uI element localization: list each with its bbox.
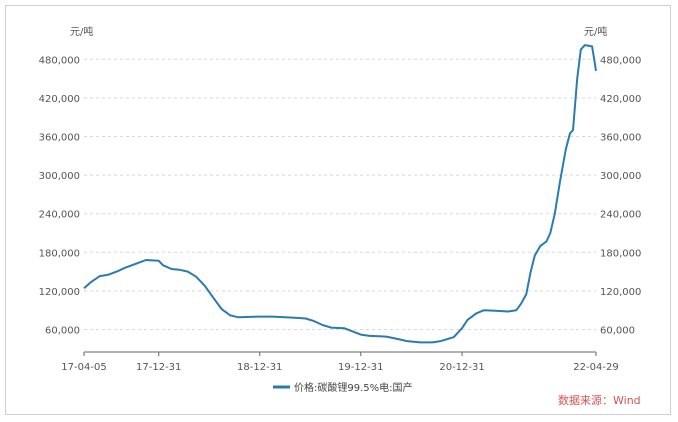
y-tick-label-left: 60,000 bbox=[45, 325, 80, 336]
y-axis-unit-right: 元/吨 bbox=[584, 25, 607, 38]
y-tick-label-right: 300,000 bbox=[600, 171, 641, 182]
y-tick-label-left: 120,000 bbox=[39, 287, 80, 298]
series-line-lithium-carbonate-price bbox=[83, 44, 597, 344]
x-tick-label: 19-12-31 bbox=[338, 362, 383, 373]
y-tick-label-right: 180,000 bbox=[600, 248, 641, 259]
y-tick-label-left: 480,000 bbox=[39, 55, 80, 66]
y-tick-label-right: 480,000 bbox=[600, 55, 641, 66]
x-axis: 17-04-05 17-12-31 18-12-31 19-12-31 20-12-31… bbox=[61, 352, 619, 373]
x-tick-label: 20-12-31 bbox=[439, 362, 484, 373]
x-tick-label: 17-04-05 bbox=[61, 362, 106, 373]
x-tick-label: 18-12-31 bbox=[237, 362, 282, 373]
y-axis-left: 60,000 120,000 180,000 240,000 300,000 360,00… bbox=[39, 55, 80, 336]
source-note: 数据来源：Wind bbox=[558, 393, 641, 407]
y-tick-label-right: 60,000 bbox=[600, 325, 635, 336]
chart-frame bbox=[5, 5, 671, 415]
y-tick-label-left: 300,000 bbox=[39, 171, 80, 182]
y-tick-label-left: 240,000 bbox=[39, 210, 80, 221]
y-tick-label-right: 360,000 bbox=[600, 132, 641, 143]
y-tick-label-left: 360,000 bbox=[39, 132, 80, 143]
y-axis-unit-left: 元/吨 bbox=[70, 25, 93, 38]
y-tick-label-left: 420,000 bbox=[39, 94, 80, 105]
y-tick-label-left: 180,000 bbox=[39, 248, 80, 259]
y-tick-label-right: 420,000 bbox=[600, 94, 641, 105]
y-tick-label-right: 240,000 bbox=[600, 210, 641, 221]
x-tick-label: 22-04-29 bbox=[573, 362, 618, 373]
y-axis-right: 60,000 120,000 180,000 240,000 300,000 360,00… bbox=[600, 55, 641, 336]
x-tick-label: 17-12-31 bbox=[136, 362, 181, 373]
legend-label: 价格:碳酸锂99.5%电:国产 bbox=[294, 381, 413, 394]
y-tick-label-right: 120,000 bbox=[600, 287, 641, 298]
gridlines bbox=[84, 58, 596, 330]
